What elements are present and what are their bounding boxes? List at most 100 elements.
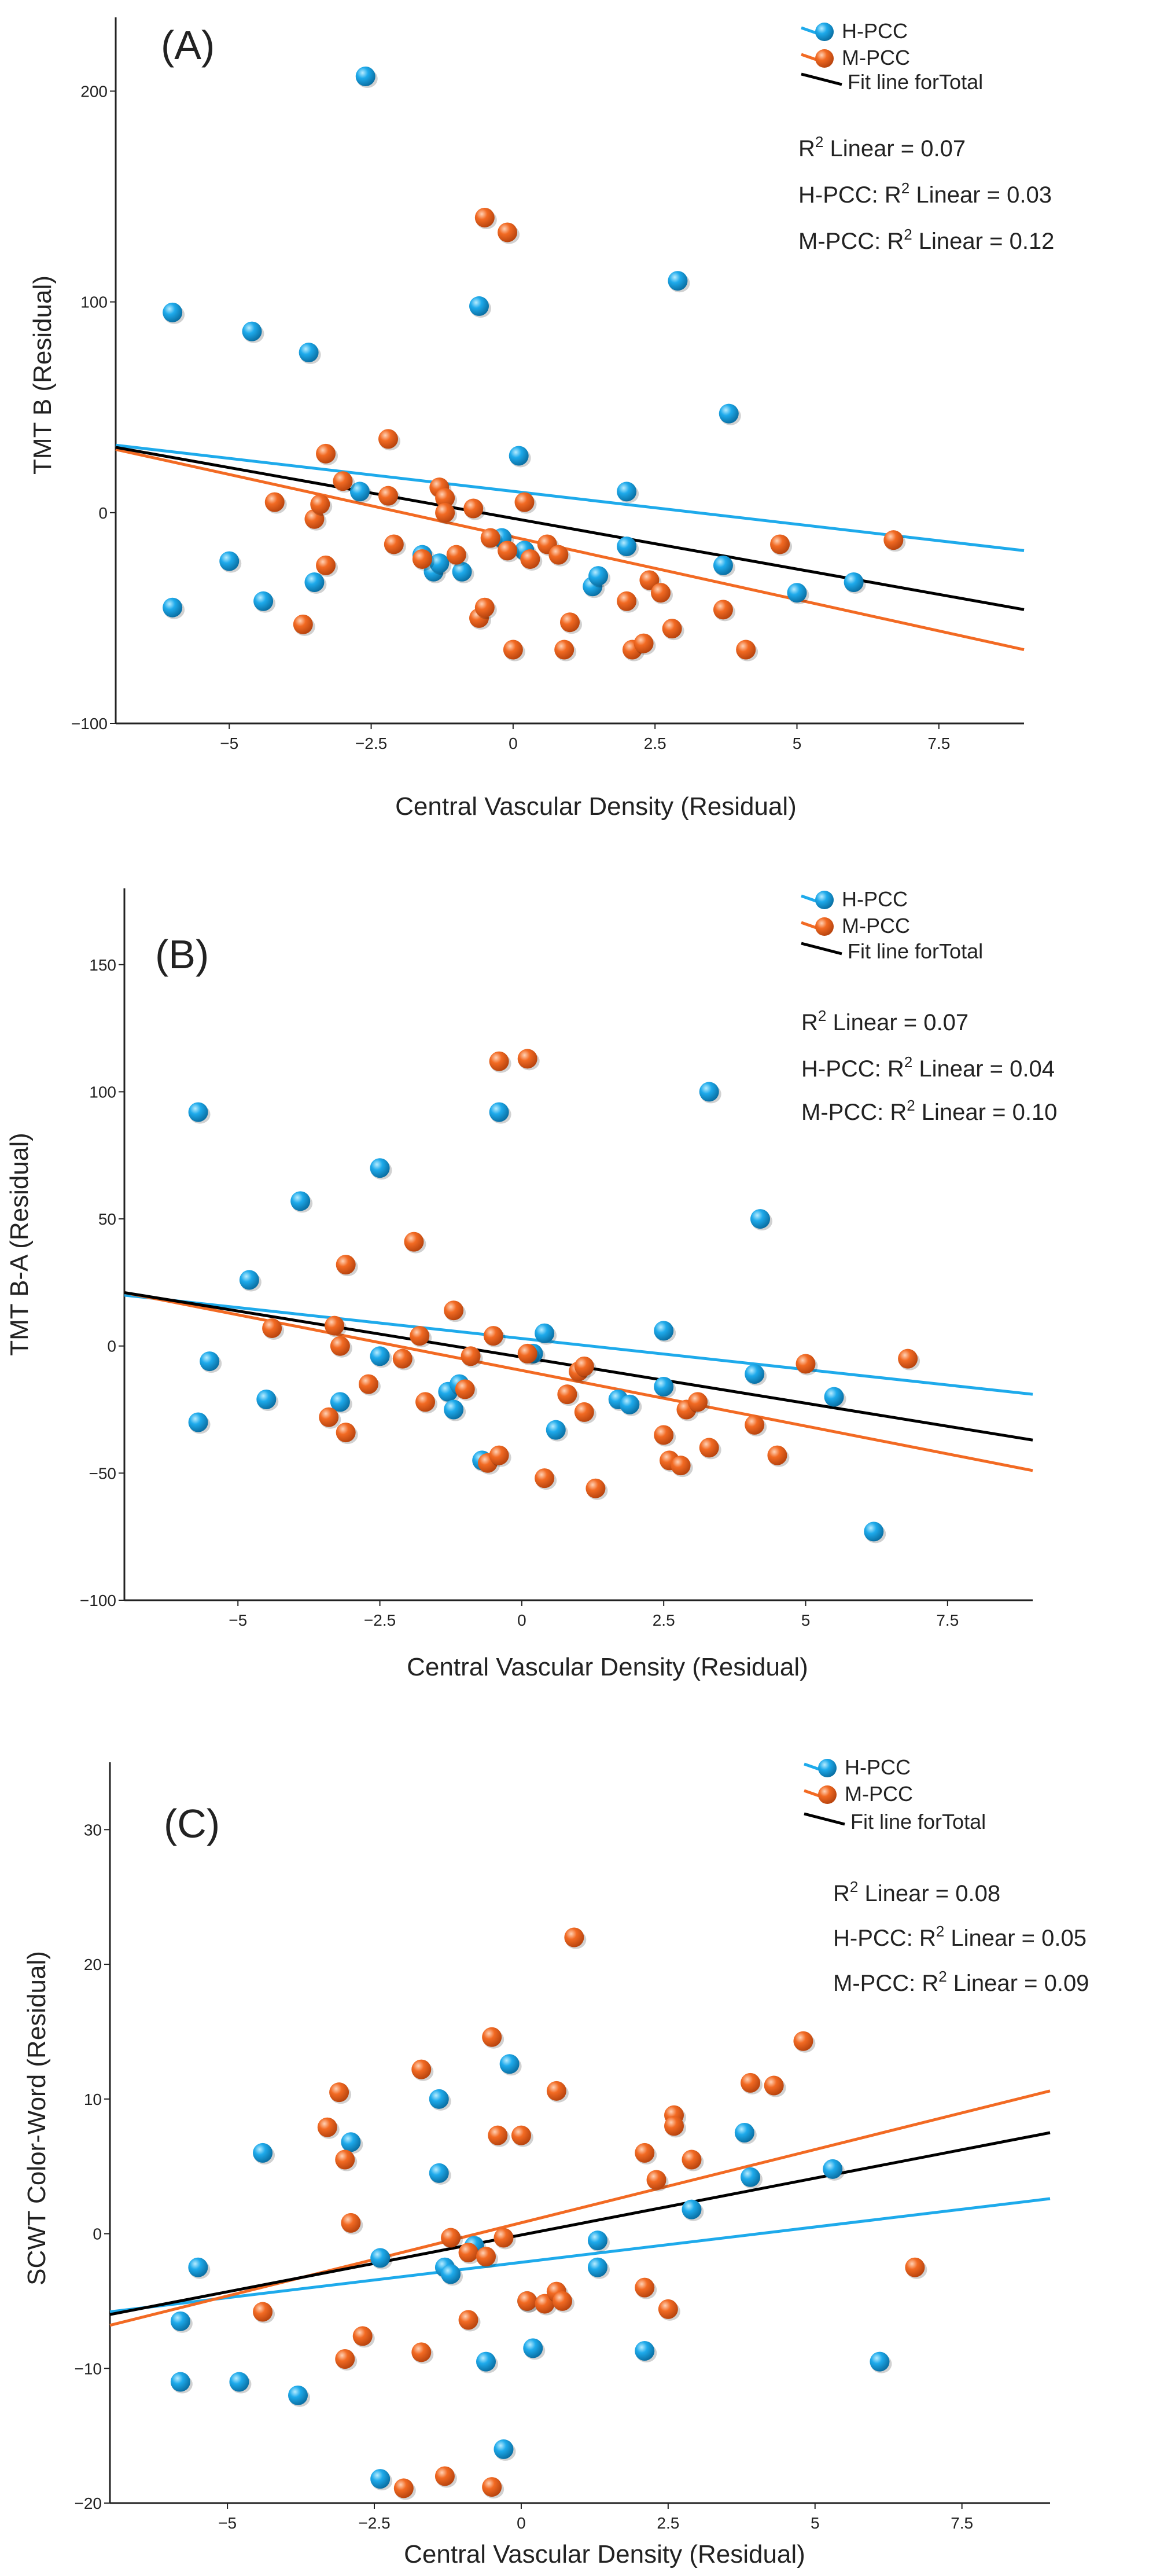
y-tick-label: 150: [89, 956, 116, 974]
point-hpcc: [200, 1351, 220, 1372]
point-hpcc: [304, 572, 325, 592]
x-tick-label: 5: [811, 2514, 820, 2532]
point-hpcc: [476, 2351, 496, 2372]
point-hpcc: [242, 321, 262, 341]
point-mpcc: [489, 1051, 509, 1071]
panel-label: (A): [161, 23, 215, 68]
point-hpcc: [441, 2264, 461, 2284]
point-mpcc: [335, 2349, 355, 2369]
point-mpcc: [488, 2125, 508, 2145]
point-mpcc: [435, 502, 455, 523]
point-mpcc: [336, 1423, 356, 1443]
x-axis-title: Central Vascular Density (Residual): [395, 792, 797, 821]
point-hpcc: [668, 271, 688, 291]
point-mpcc: [310, 494, 330, 515]
point-hpcc: [620, 1394, 640, 1414]
point-mpcc: [651, 583, 671, 603]
point-mpcc: [574, 1356, 594, 1376]
point-mpcc: [553, 2291, 573, 2311]
point-hpcc: [429, 553, 450, 574]
point-mpcc: [520, 549, 540, 569]
point-mpcc: [682, 2149, 702, 2170]
point-mpcc: [463, 498, 484, 519]
x-tick-label: −5: [220, 734, 238, 752]
legend-label-total: Fit line forTotal: [848, 70, 983, 94]
point-mpcc: [793, 2031, 813, 2051]
x-tick-label: 7.5: [951, 2514, 973, 2532]
point-mpcc: [639, 570, 660, 590]
legend-label-hpcc: H-PCC: [842, 887, 908, 911]
point-mpcc: [662, 619, 682, 639]
point-mpcc: [494, 2228, 514, 2248]
panel-c: (C) H-PCC M-PCC Fit line forTotal R2 Lin…: [23, 1755, 1089, 2568]
point-mpcc: [415, 1392, 436, 1412]
point-hpcc: [844, 572, 864, 592]
point-mpcc: [319, 1407, 339, 1427]
point-hpcc: [341, 2132, 361, 2152]
y-tick-label: −100: [71, 715, 108, 733]
x-tick-label: −2.5: [355, 734, 387, 752]
point-hpcc: [370, 2469, 391, 2489]
point-mpcc: [654, 1425, 674, 1445]
fit-line-total: [115, 446, 1025, 611]
point-hpcc: [288, 2385, 308, 2405]
point-mpcc: [411, 2342, 432, 2362]
panel-label: (B): [155, 932, 209, 977]
point-mpcc: [293, 614, 313, 634]
legend-label-hpcc: H-PCC: [845, 1755, 911, 1779]
point-hpcc: [290, 1191, 311, 1211]
plot-area: −5 −2.5 0 2.5 5 7.5 −20 −10 0 10 20 30: [75, 1762, 1051, 2532]
y-tick-label: 100: [89, 1083, 116, 1101]
point-mpcc: [378, 429, 398, 449]
point-mpcc: [617, 591, 637, 611]
point-mpcc: [764, 2075, 784, 2096]
point-mpcc: [458, 2243, 478, 2263]
y-axis-title: TMT B (Residual): [28, 275, 57, 475]
point-hpcc: [699, 1082, 719, 1102]
y-tick-label: 0: [93, 2225, 102, 2243]
x-axis-title: Central Vascular Density (Residual): [407, 1653, 808, 1681]
point-mpcc: [474, 207, 495, 227]
legend-label-hpcc: H-PCC: [842, 19, 908, 43]
legend-marker-mpcc: [818, 1785, 837, 1804]
point-mpcc: [482, 2477, 502, 2497]
point-mpcc: [646, 2170, 666, 2190]
point-mpcc: [713, 600, 733, 620]
point-mpcc: [498, 541, 518, 561]
legend-label-mpcc: M-PCC: [842, 914, 910, 938]
point-hpcc: [370, 2248, 391, 2268]
y-axis-title: SCWT Color-Word (Residual): [23, 1951, 51, 2285]
legend-marker-mpcc: [815, 917, 834, 936]
point-mpcc: [392, 1348, 413, 1369]
legend-line-total: [801, 942, 842, 956]
legend: H-PCC M-PCC Fit line forTotal: [801, 887, 983, 963]
point-mpcc: [329, 2082, 349, 2103]
point-hpcc: [546, 1420, 566, 1440]
point-mpcc: [434, 2466, 455, 2486]
panel-b: (B) H-PCC M-PCC Fit line forTotal R2 Lin…: [5, 887, 1057, 1681]
point-hpcc: [823, 2159, 843, 2179]
point-hpcc: [635, 2341, 655, 2361]
point-hpcc: [587, 2257, 607, 2277]
point-mpcc: [635, 2143, 655, 2163]
legend-marker-mpcc: [815, 49, 834, 68]
point-mpcc: [560, 612, 580, 633]
y-tick-label: 0: [98, 504, 108, 522]
point-mpcc: [384, 534, 404, 554]
x-tick-label: −2.5: [364, 1611, 396, 1629]
point-mpcc: [404, 1232, 424, 1252]
point-hpcc: [256, 1389, 277, 1409]
point-hpcc: [864, 1522, 884, 1542]
x-tick-label: 2.5: [653, 1611, 675, 1629]
point-mpcc: [483, 1326, 503, 1346]
point-mpcc: [341, 2213, 361, 2233]
y-tick-label: 20: [84, 1956, 102, 1974]
point-hpcc: [219, 551, 240, 571]
y-tick-label: −10: [75, 2360, 102, 2377]
r2-mpcc: M-PCC: R2 Linear = 0.12: [798, 226, 1054, 254]
legend-label-total: Fit line forTotal: [850, 1810, 986, 1833]
x-tick-label: −2.5: [358, 2514, 390, 2532]
point-mpcc: [688, 1392, 708, 1412]
point-mpcc: [517, 2291, 537, 2311]
